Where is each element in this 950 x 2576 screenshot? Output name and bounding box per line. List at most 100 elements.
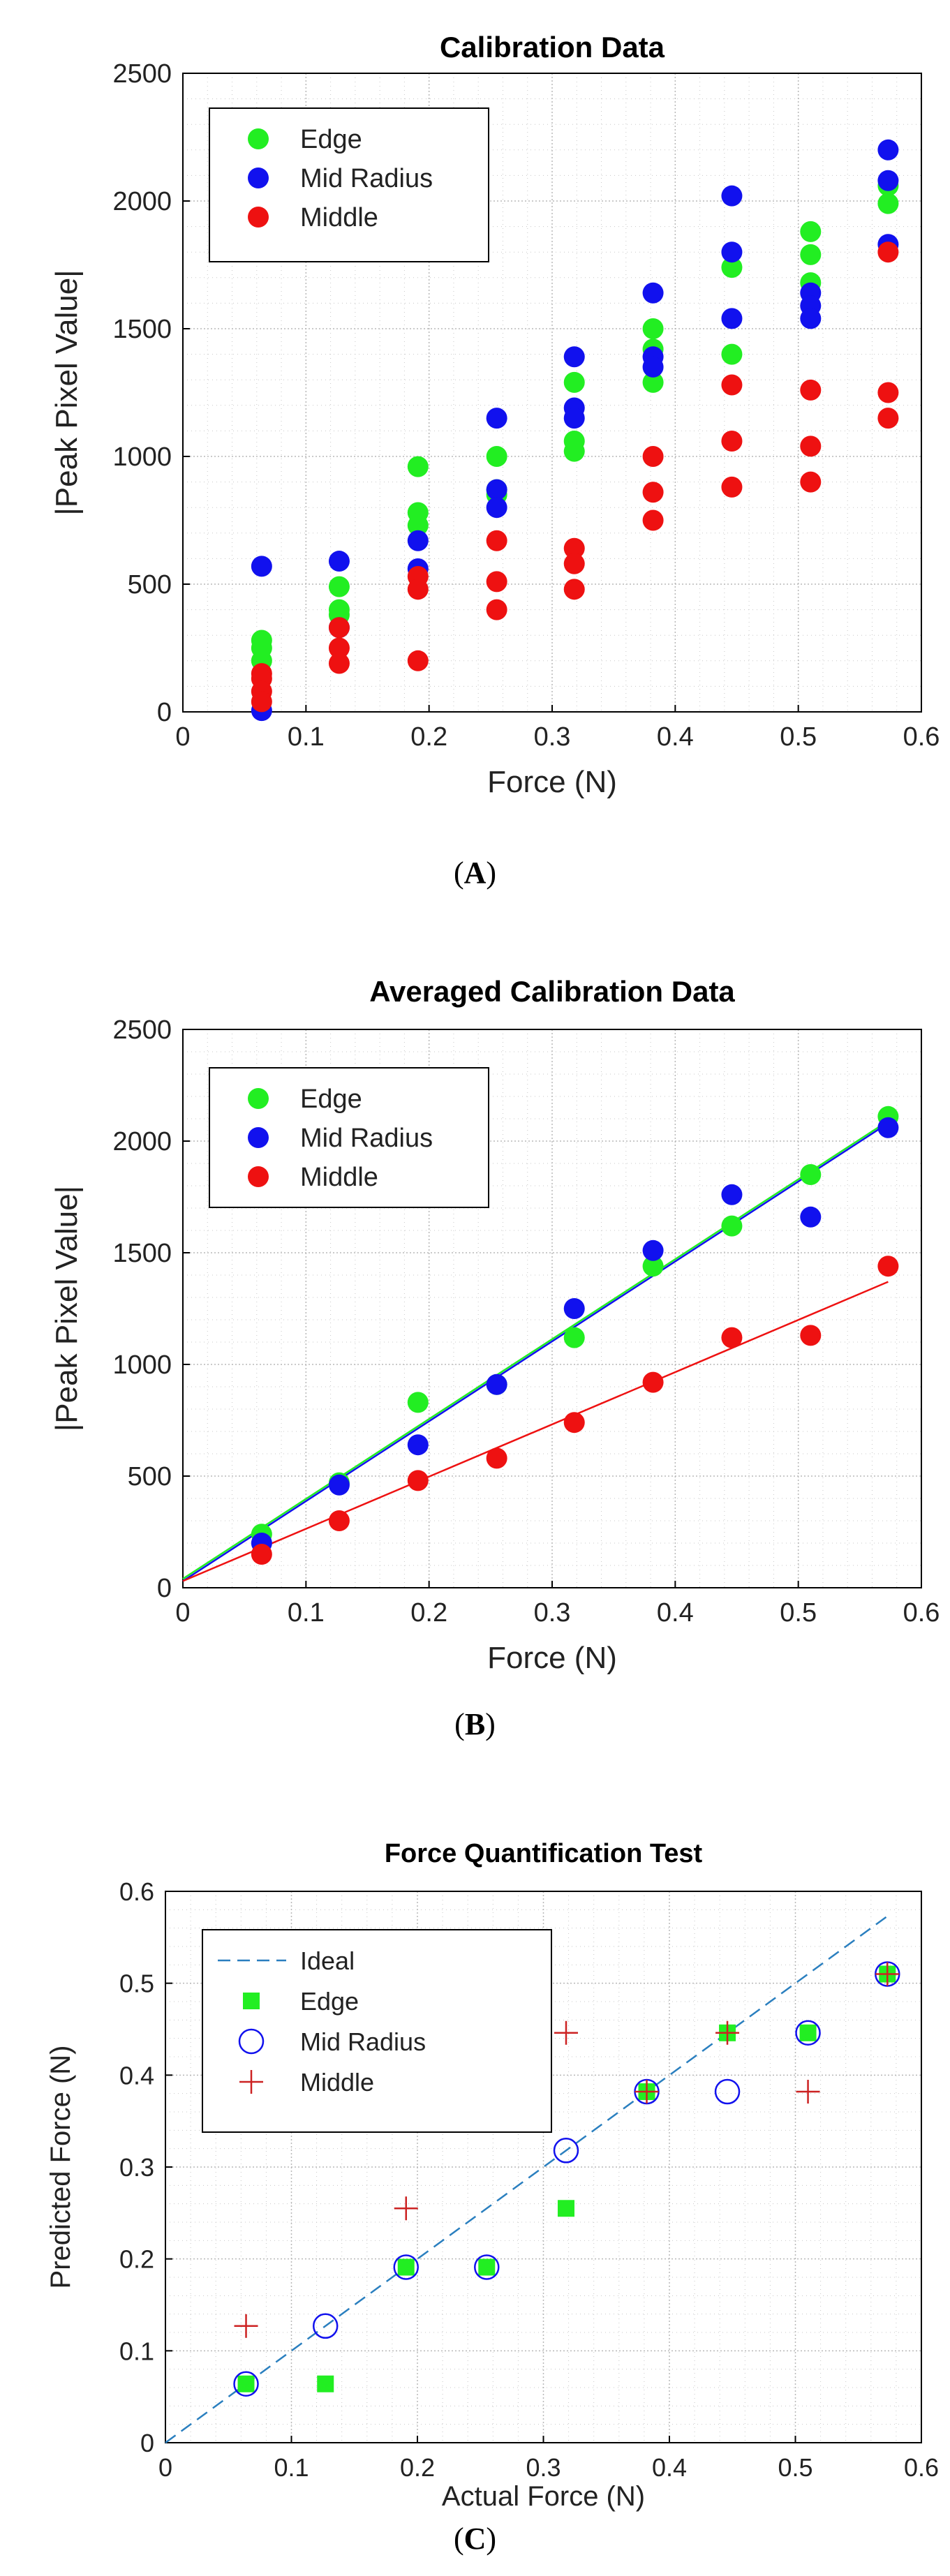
legend-label-edge: Edge (300, 1085, 362, 1114)
x-tick-label: 0.6 (904, 2453, 939, 2482)
data-point-middle (642, 1371, 664, 1393)
data-point-mid-radius (721, 1184, 743, 1205)
data-point-middle (486, 571, 507, 593)
data-point-middle (407, 579, 429, 600)
data-point-mid-radius (328, 1474, 350, 1496)
legend-label-ideal: Ideal (300, 1946, 355, 1975)
data-point-mid-radius (877, 1117, 899, 1138)
data-point-middle (554, 2020, 578, 2045)
y-tick-label: 1000 (112, 442, 172, 472)
data-point-mid-radius (642, 282, 664, 304)
y-tick-label: 0 (157, 1574, 172, 1603)
legend-marker-middle (248, 1166, 269, 1187)
data-point-edge (397, 2258, 415, 2276)
data-point-mid-radius (642, 356, 664, 378)
data-point-mid-radius (486, 479, 507, 500)
data-point-edge (721, 343, 743, 365)
x-tick-label: 0.6 (903, 1598, 940, 1628)
ideal-line (165, 1915, 889, 2444)
data-point-mid-radius (312, 2313, 339, 2339)
caption-a: (A) (453, 856, 497, 890)
data-point-middle (328, 653, 350, 674)
x-tick-label: 0.1 (288, 722, 325, 752)
legend-marker-mid-radius (248, 1127, 269, 1148)
data-point-edge (317, 2375, 334, 2392)
chart-c: 0 0.1 0.2 0.3 0.4 0.5 0.6 0 0.1 0.2 0.3 0.4 0.5 0.6 Fo… (45, 1839, 939, 2512)
y-tick-label: 1000 (112, 1350, 172, 1380)
legend-label-middle: Middle (300, 1163, 378, 1192)
x-tick-label: 0 (175, 722, 190, 752)
data-point-mid-radius (800, 308, 822, 329)
data-point-edge (721, 257, 743, 278)
data-point-middle (796, 2080, 820, 2104)
data-point-middle (328, 1510, 350, 1531)
data-point-edge (799, 2024, 817, 2041)
data-point-middle (328, 637, 350, 659)
legend-marker-edge (248, 128, 269, 149)
data-point-middle (563, 537, 585, 559)
data-point-edge (800, 1164, 822, 1185)
data-point-middle (721, 374, 743, 396)
data-point-middle (877, 241, 899, 263)
x-tick-label: 0.1 (288, 1598, 325, 1628)
legend-marker-mid-radius (238, 2028, 265, 2055)
chart-title: Force Quantification Test (385, 1839, 703, 1868)
data-point-edge (557, 2200, 574, 2217)
data-point-middle (407, 1470, 429, 1491)
data-point-middle (877, 382, 899, 403)
data-point-middle (800, 379, 822, 401)
data-point-mid-radius (486, 497, 507, 519)
x-tick-label: 0 (158, 2453, 172, 2482)
y-tick-label: 2500 (112, 59, 172, 89)
data-point-middle (234, 2314, 258, 2338)
x-tick-label: 0.6 (903, 722, 940, 752)
y-tick-label: 500 (128, 570, 172, 600)
x-tick-label: 0.4 (657, 722, 694, 752)
data-point-middle (486, 1447, 507, 1469)
data-point-mid-radius (714, 2078, 741, 2105)
x-tick-label: 0.2 (400, 2453, 435, 2482)
data-point-mid-radius (553, 2138, 579, 2164)
caption-b: (B) (454, 1707, 496, 1741)
y-tick-label: 500 (128, 1462, 172, 1491)
x-axis-label: Force (N) (487, 765, 617, 799)
data-point-mid-radius (474, 2254, 500, 2280)
data-point-middle (563, 553, 585, 574)
data-point-middle (563, 1412, 585, 1434)
fit-line-edge (182, 1120, 889, 1580)
chart-panel-b: 0 0.1 0.2 0.3 0.4 0.5 0.6 0 500 1000 1500 2000 2500 A… (0, 907, 950, 1766)
data-point-mid-radius (393, 2254, 420, 2280)
data-point-middle (875, 1962, 900, 1986)
data-point-edge (407, 514, 429, 536)
data-point-edge (800, 221, 822, 242)
x-tick-label: 0.4 (652, 2453, 687, 2482)
data-point-mid-radius (233, 2371, 259, 2397)
legend-label-middle: Middle (300, 203, 378, 232)
legend-label-mid-radius: Mid Radius (300, 2027, 426, 2056)
data-point-middle (877, 1256, 899, 1277)
x-tick-label: 0.5 (778, 2453, 812, 2482)
x-tick-label: 0.3 (526, 2453, 561, 2482)
y-tick-label: 0.4 (119, 2061, 154, 2090)
data-point-edge (642, 371, 664, 393)
legend-marker-edge (243, 1993, 260, 2009)
data-point-mid-radius (877, 170, 899, 191)
legend: Edge Mid Radius Middle (209, 1067, 489, 1208)
series-middle (251, 1256, 899, 1565)
data-point-middle (634, 2080, 659, 2104)
data-point-mid-radius (486, 1373, 507, 1395)
data-point-middle (721, 1327, 743, 1348)
data-point-edge (642, 1256, 664, 1277)
y-tick-label: 0.1 (119, 2337, 154, 2365)
data-point-edge (237, 2375, 255, 2392)
data-point-middle (328, 617, 350, 639)
y-tick-label: 0.5 (119, 1970, 154, 1998)
data-point-mid-radius (721, 241, 743, 263)
data-point-mid-radius (795, 2020, 821, 2046)
chart-title: Averaged Calibration Data (369, 975, 735, 1008)
data-point-middle (800, 471, 822, 493)
data-point-mid-radius (407, 1434, 429, 1456)
data-point-edge (563, 440, 585, 462)
legend-label-edge: Edge (300, 1987, 359, 2016)
legend-marker-edge (248, 1088, 269, 1109)
